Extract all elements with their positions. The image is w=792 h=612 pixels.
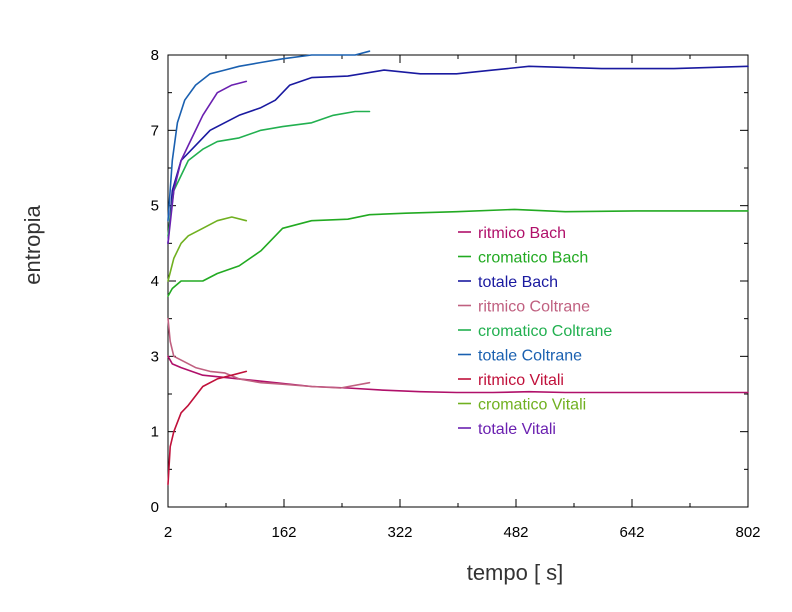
series-line-2 — [167, 208, 749, 297]
x-tick-label: 802 — [735, 524, 760, 541]
legend-label: cromatico Bach — [478, 250, 588, 267]
series-line-7 — [167, 370, 248, 486]
y-axis-title: entropia — [20, 204, 45, 284]
series-line-4 — [167, 317, 371, 389]
x-tick-label: 322 — [387, 524, 412, 541]
legend-label: cromatico Vitali — [478, 397, 586, 414]
legend: ritmico Bach cromatico Bach totale Bach rit… — [458, 225, 612, 438]
legend-label: cromatico Coltrane — [478, 323, 612, 340]
series-line-8 — [167, 216, 248, 282]
legend-label: ritmico Vitali — [478, 372, 564, 389]
x-axis-title: tempo [ s] — [467, 560, 564, 585]
x-tick-label: 2 — [164, 524, 172, 541]
y-tick-label: 1 — [151, 424, 159, 441]
y-tick-label: 8 — [151, 47, 159, 64]
y-tick-label: 4 — [151, 273, 159, 290]
legend-label: totale Bach — [478, 274, 558, 291]
series-line-5 — [167, 110, 371, 237]
series-line-1 — [167, 355, 749, 394]
y-tick-label: 3 — [151, 348, 159, 365]
x-tick-labels: 2 162 322 482 642 802 — [164, 524, 761, 541]
y-tick-label: 7 — [151, 122, 159, 139]
legend-label: totale Vitali — [478, 421, 556, 438]
x-tick-label: 482 — [503, 524, 528, 541]
y-tick-label: 5 — [151, 198, 159, 215]
series-line-6 — [167, 50, 371, 222]
x-tick-label: 642 — [619, 524, 644, 541]
x-tick-label: 162 — [271, 524, 296, 541]
y-tick-label: 0 — [151, 499, 159, 516]
series-lines — [167, 50, 749, 486]
legend-label: ritmico Coltrane — [478, 299, 590, 316]
series-line-9 — [167, 80, 248, 245]
series-line-3 — [167, 65, 749, 245]
y-tick-labels: 0 1 3 4 5 7 8 — [151, 47, 159, 516]
legend-label: ritmico Bach — [478, 225, 566, 242]
axis-ticks — [167, 54, 749, 508]
legend-label: totale Coltrane — [478, 348, 582, 365]
